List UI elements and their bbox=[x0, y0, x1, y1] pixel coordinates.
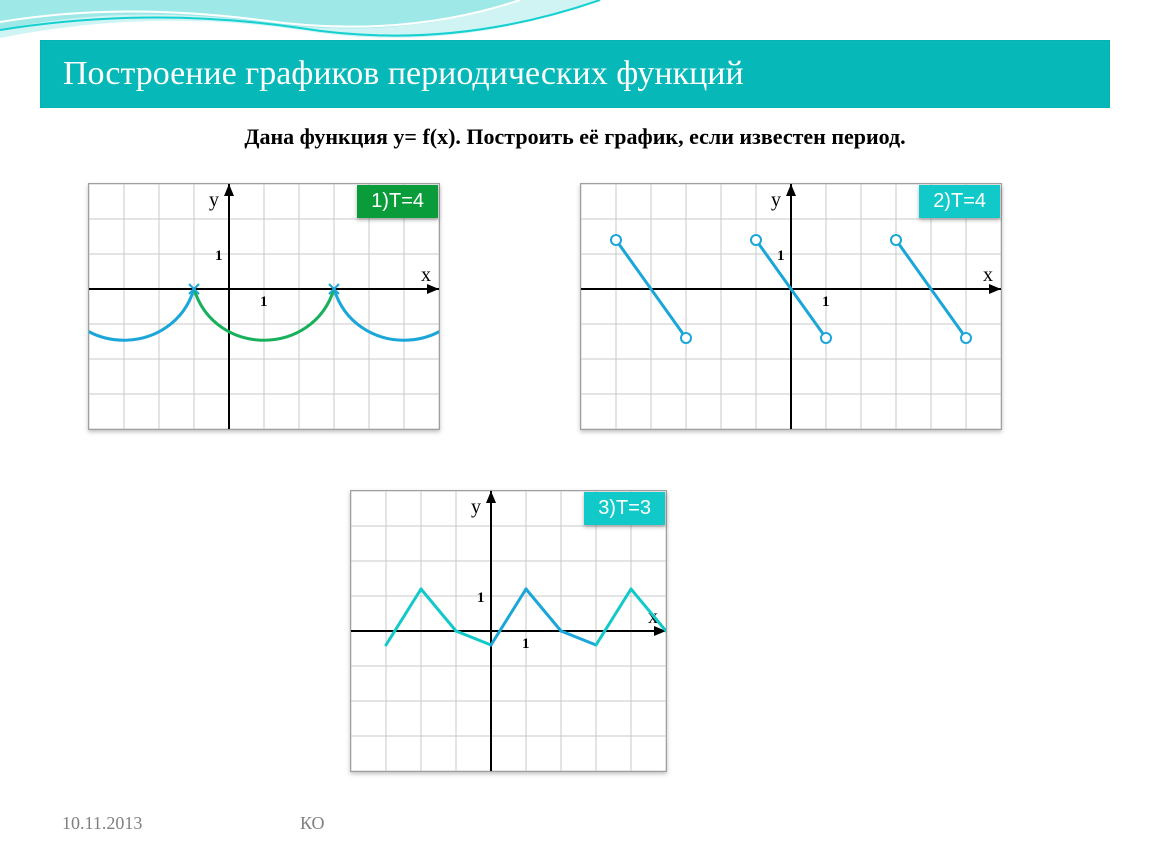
slide-title-bar: Построение графиков периодических функци… bbox=[40, 40, 1110, 108]
svg-text:x: x bbox=[983, 264, 993, 286]
chart-2: y x 1 1 2)T=4 bbox=[580, 183, 1002, 430]
footer-date: 10.11.2013 bbox=[62, 813, 142, 834]
svg-text:1: 1 bbox=[215, 248, 223, 264]
svg-text:y: y bbox=[209, 189, 219, 211]
chart-3: yx11 3)T=3 bbox=[350, 490, 667, 772]
chart-3-badge: 3)T=3 bbox=[584, 492, 665, 525]
svg-text:1: 1 bbox=[822, 294, 830, 310]
slide-subtitle: Дана функция y= f(x). Построить её графи… bbox=[0, 124, 1150, 150]
chart-2-badge: 2)T=4 bbox=[919, 185, 1000, 218]
chart-1-badge: 1)T=4 bbox=[357, 185, 438, 218]
svg-text:1: 1 bbox=[477, 590, 485, 606]
footer-author: КО bbox=[300, 813, 325, 834]
slide-title: Построение графиков периодических функци… bbox=[63, 55, 744, 93]
svg-text:y: y bbox=[771, 189, 781, 211]
svg-text:1: 1 bbox=[777, 248, 785, 264]
svg-text:1: 1 bbox=[260, 294, 268, 310]
svg-text:1: 1 bbox=[522, 636, 530, 652]
svg-text:x: x bbox=[421, 264, 431, 286]
chart-1: y x 1 1 1)T=4 bbox=[88, 183, 440, 430]
svg-text:y: y bbox=[471, 496, 481, 518]
